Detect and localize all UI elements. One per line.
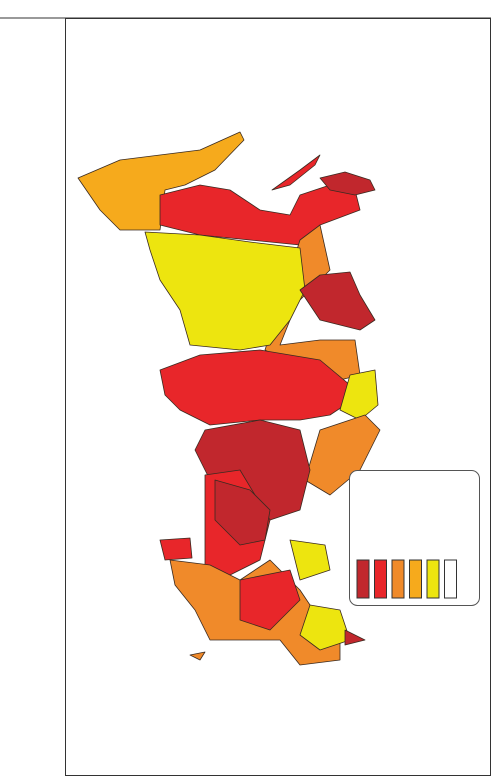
regions bbox=[77, 131, 381, 666]
region bbox=[344, 629, 366, 646]
region bbox=[319, 171, 376, 196]
region bbox=[299, 604, 351, 651]
region bbox=[144, 231, 306, 351]
legend-swatch bbox=[409, 559, 422, 599]
legend-swatch bbox=[426, 559, 440, 599]
region bbox=[339, 369, 379, 421]
legend-swatch bbox=[391, 559, 405, 599]
region bbox=[214, 479, 271, 546]
region bbox=[239, 569, 301, 631]
legend-swatches bbox=[356, 559, 457, 599]
region bbox=[289, 539, 331, 581]
region bbox=[299, 271, 376, 331]
region bbox=[189, 651, 206, 661]
region bbox=[194, 419, 311, 521]
legend-swatch bbox=[374, 559, 387, 599]
region bbox=[77, 131, 245, 231]
region bbox=[159, 537, 193, 561]
region bbox=[271, 154, 321, 191]
legend-swatch bbox=[444, 559, 457, 599]
legend-swatch bbox=[356, 559, 370, 599]
region bbox=[159, 349, 351, 426]
